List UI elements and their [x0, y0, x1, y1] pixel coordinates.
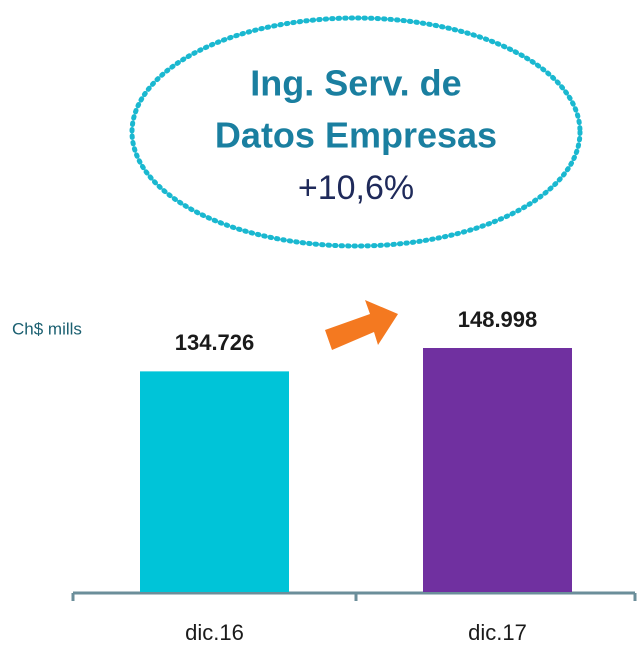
value-label: 148.998 [458, 307, 538, 332]
x-tick-label: dic.16 [185, 620, 244, 645]
annotation-ellipse [129, 15, 583, 249]
title-line: Datos Empresas [215, 115, 497, 156]
x-tick-label: dic.17 [468, 620, 527, 645]
bar [140, 371, 289, 592]
title-line: Ing. Serv. de [250, 63, 461, 104]
annotation: +10,6% [298, 169, 414, 207]
y-axis-label: Ch$ mills [12, 319, 82, 338]
value-label: 134.726 [175, 330, 255, 355]
bar [423, 348, 572, 592]
arrow [325, 300, 398, 350]
